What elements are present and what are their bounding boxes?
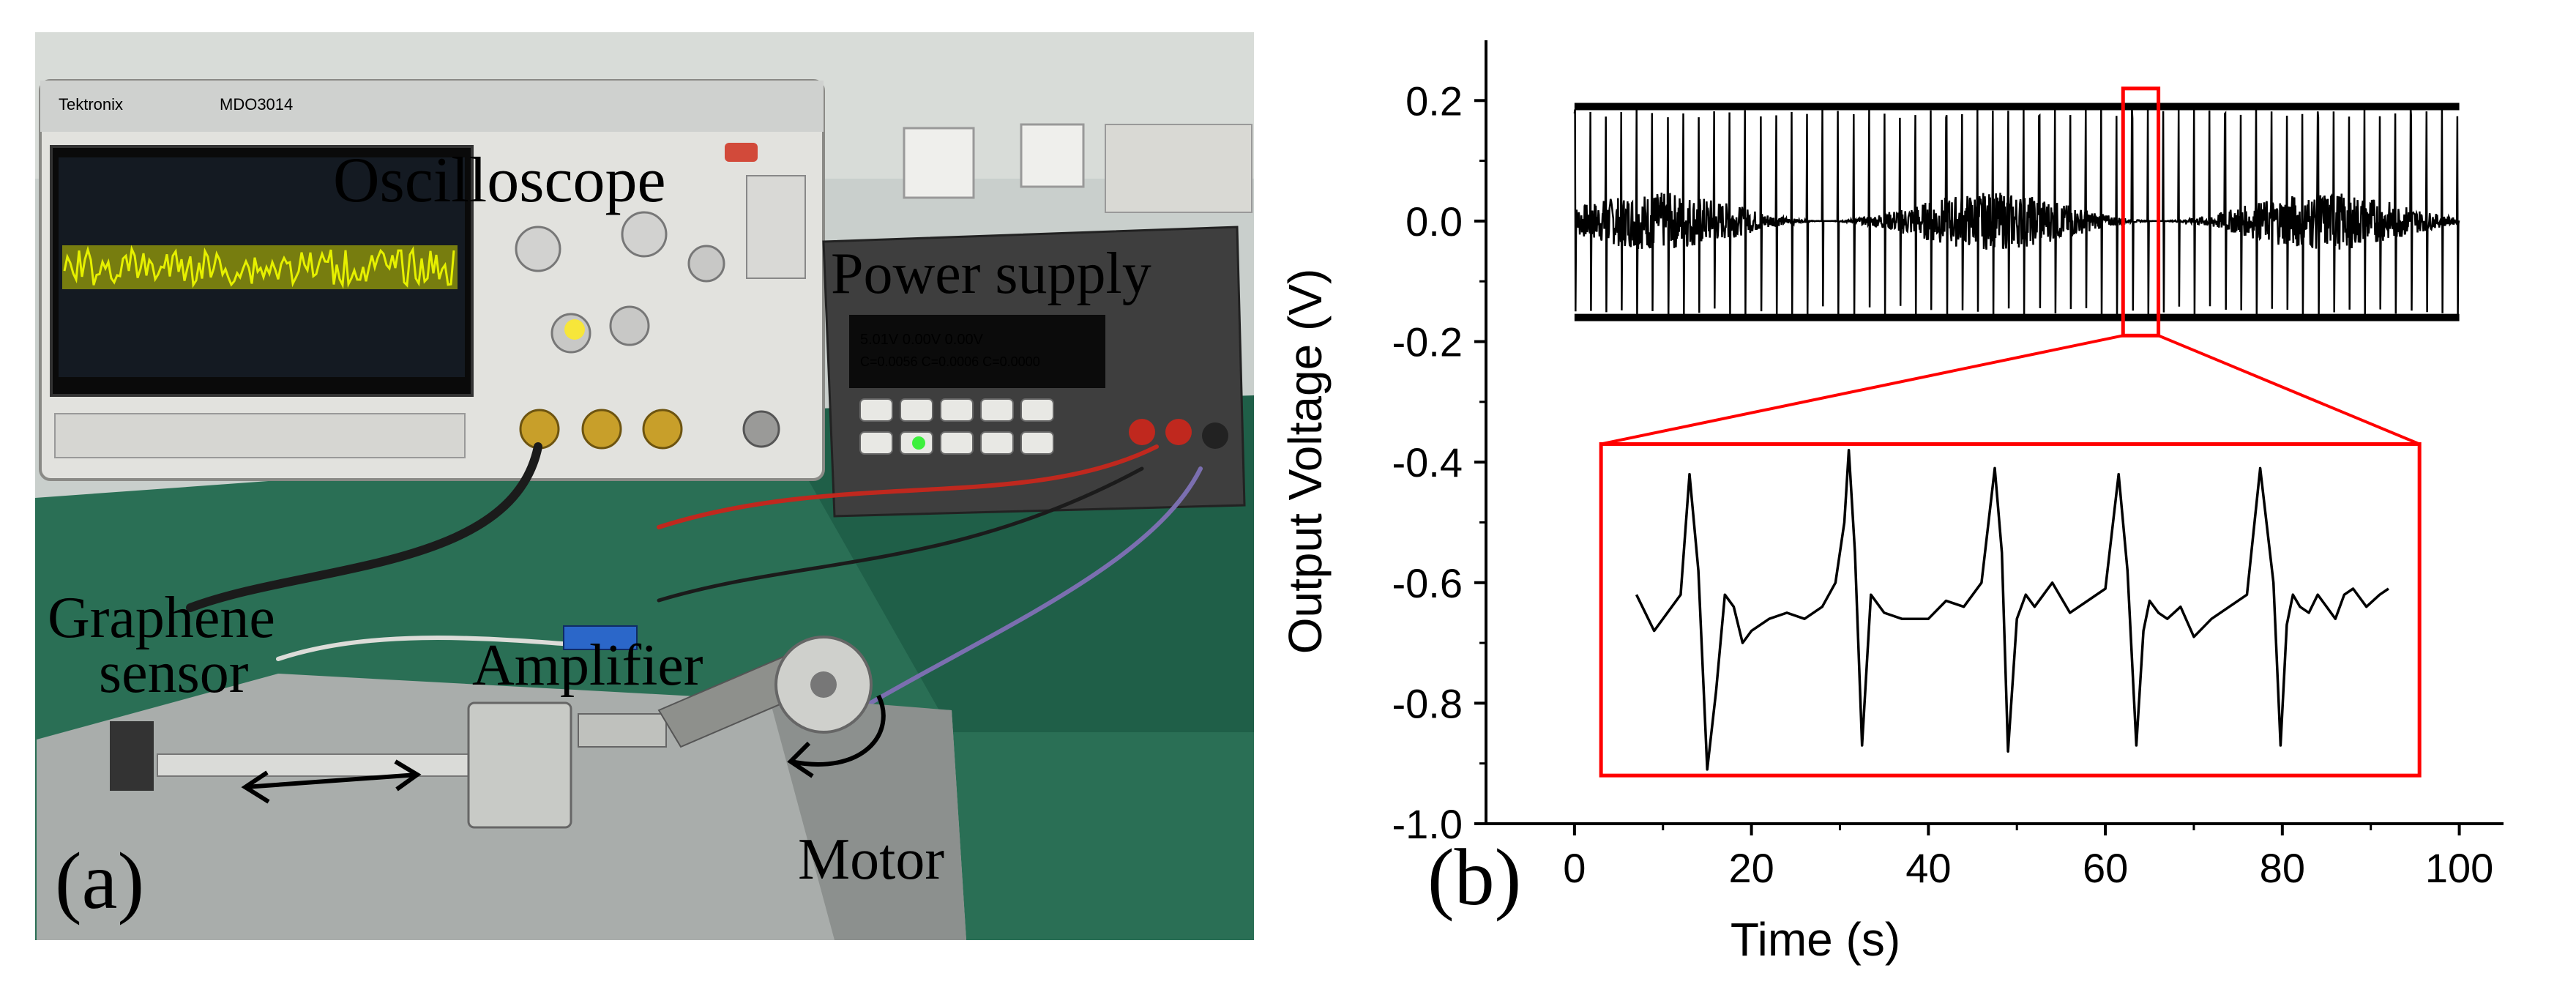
zoom-trace	[1635, 448, 2389, 771]
y-tick-label: -0.6	[1392, 560, 1463, 606]
y-axis-label: Output Voltage (V)	[1279, 269, 1332, 655]
zoom-annotation	[1599, 86, 2422, 778]
x-tick-label: 60	[2083, 845, 2128, 891]
test-rig	[37, 625, 966, 940]
label-oscilloscope: Oscilloscope	[333, 145, 666, 216]
x-axis-label: Time (s)	[1731, 913, 1900, 966]
graphene-sensor	[110, 721, 154, 791]
label-motor: Motor	[798, 827, 944, 892]
y-tick-label: -1.0	[1392, 801, 1463, 847]
x-tick-label: 80	[2260, 845, 2305, 891]
psu-display	[849, 315, 1105, 388]
scope-trace	[62, 245, 458, 289]
label-amplifier: Amplifier	[472, 633, 703, 698]
setup-photo: Tektronix MDO3014	[35, 32, 1254, 940]
power-supply-device: 5.01V 0.00V 0.00V C=0.0056 C=0.0006 C=0.…	[822, 124, 1252, 518]
x-tick-label: 100	[2425, 845, 2493, 891]
chart-ticks: 0 20 40 60 80 100 0.2 0.0 -0.2 -0.4 -0.6 -0.8 -1.0	[1392, 78, 2494, 891]
label-graphene: Graphene	[48, 586, 275, 650]
chart-series	[1573, 103, 2460, 321]
label-sensor: sensor	[99, 641, 248, 705]
x-tick-label: 0	[1563, 845, 1586, 891]
zoom-connector-left	[1600, 334, 2124, 446]
scope-brand: Tektronix	[59, 95, 123, 113]
psu-readout-2: C=0.0056 C=0.0006 C=0.0000	[860, 354, 1040, 369]
chart-axes	[1485, 40, 2504, 825]
y-tick-label: 0.0	[1405, 198, 1463, 245]
motion-arrows	[241, 694, 886, 804]
psu-readout-1: 5.01V 0.00V 0.00V	[860, 332, 984, 348]
zoom-connector-right	[2157, 334, 2420, 446]
x-tick-label: 20	[1728, 845, 1774, 891]
amplifier-board	[563, 625, 638, 650]
y-tick-label: -0.2	[1392, 319, 1463, 365]
scope-model: MDO3014	[220, 95, 293, 113]
label-power-supply: Power supply	[831, 242, 1151, 306]
wall-socket	[903, 127, 975, 199]
oscilloscope-device: Tektronix MDO3014	[39, 79, 825, 481]
x-tick-label: 40	[1905, 845, 1951, 891]
recording-trace	[1573, 106, 2460, 318]
panel-a-label: (a)	[55, 836, 144, 925]
y-tick-label: -0.8	[1392, 680, 1463, 726]
slider-block	[467, 701, 572, 829]
wall-switch	[1020, 123, 1085, 188]
panel-b-label: (b)	[1427, 833, 1521, 922]
zoom-inset-box	[1599, 442, 2422, 778]
scope-controls	[515, 143, 806, 450]
y-tick-label: 0.2	[1405, 78, 1463, 124]
zoom-source-box	[2121, 86, 2161, 338]
y-tick-label: -0.4	[1392, 439, 1463, 485]
